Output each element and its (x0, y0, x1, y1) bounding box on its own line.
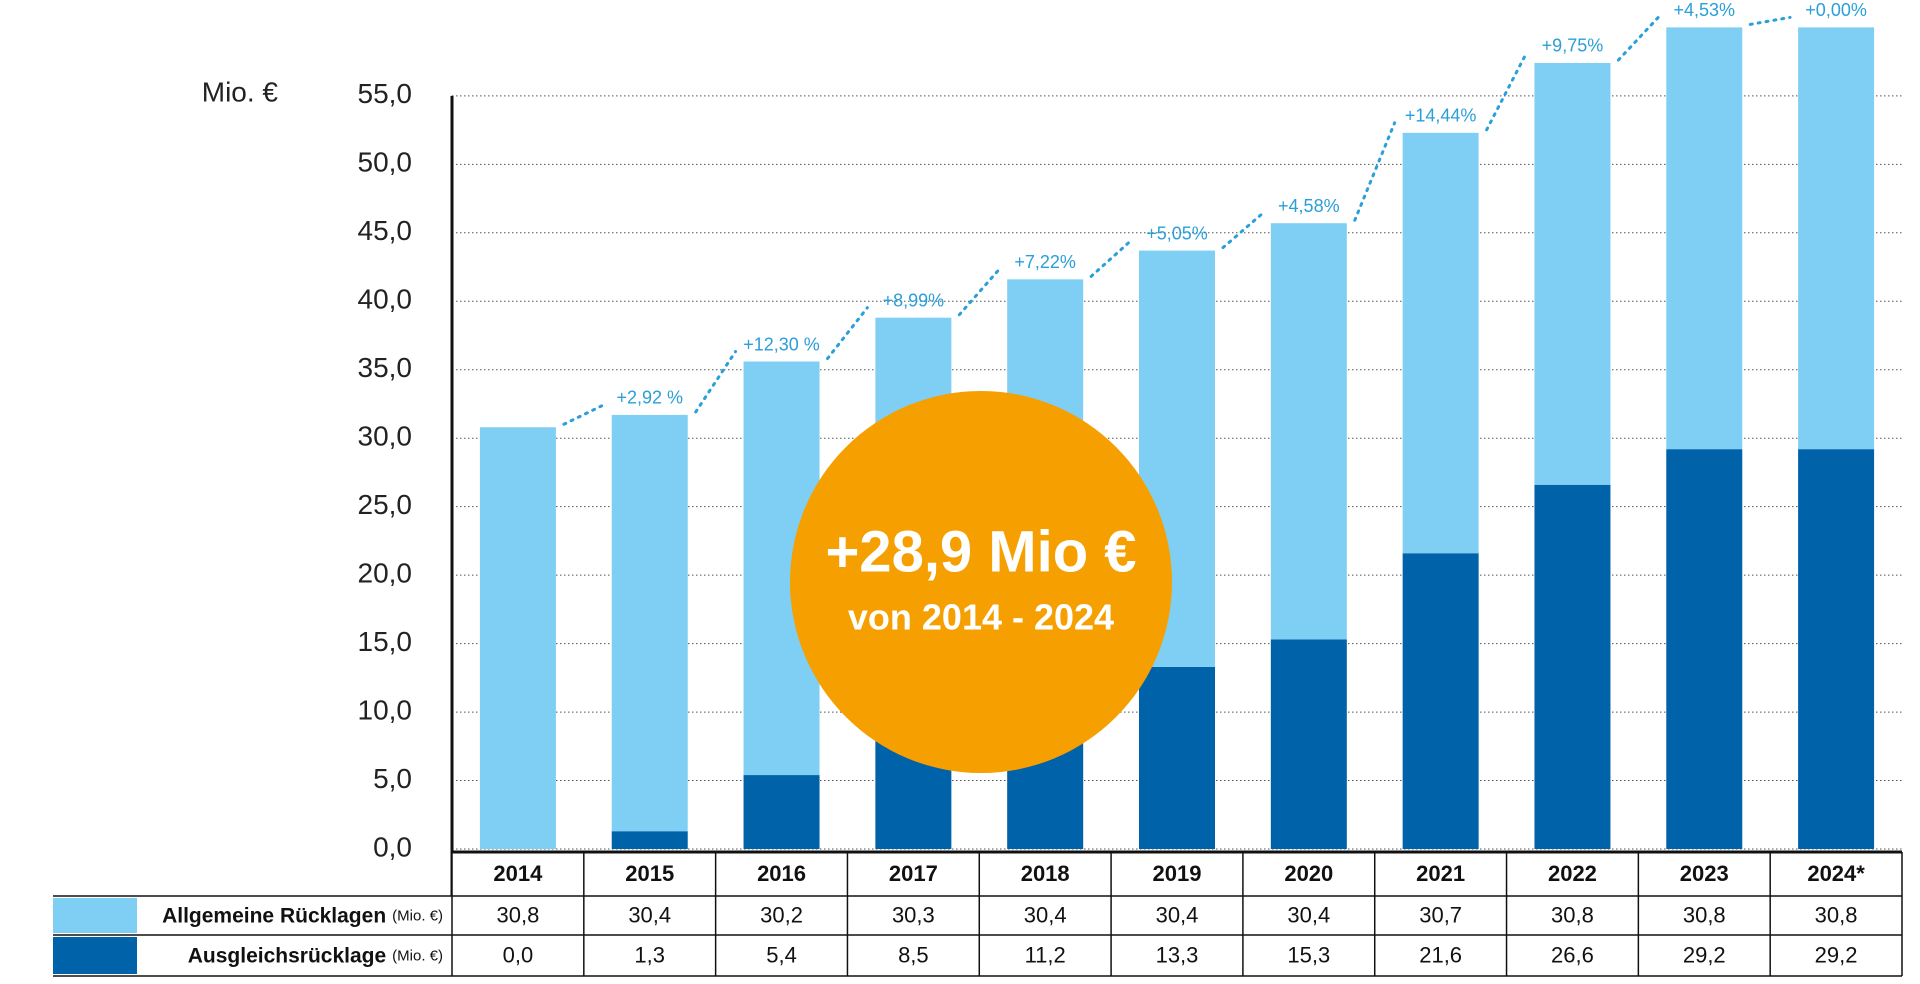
table-background (452, 852, 1902, 976)
bar-segment (611, 414, 688, 832)
table-value: 30,8 (1815, 902, 1858, 927)
y-tick-label: 35,0 (358, 352, 413, 383)
bar-segment (743, 775, 820, 849)
bar-segment (1666, 449, 1743, 849)
table-value: 30,2 (760, 902, 803, 927)
y-tick-label: 0,0 (373, 831, 412, 862)
x-tick-label: 2021 (1416, 861, 1465, 886)
y-tick-label: 55,0 (358, 78, 413, 109)
growth-connector (826, 306, 869, 361)
annotation-title: +28,9 Mio € (825, 519, 1136, 584)
y-tick-label: 40,0 (358, 284, 413, 315)
x-tick-label: 2019 (1153, 861, 1202, 886)
series-name: Ausgleichsrücklage (188, 944, 386, 967)
table-value: 30,8 (1683, 902, 1726, 927)
bar-segment (479, 427, 556, 849)
table-value: 30,4 (1024, 902, 1067, 927)
table-value: 30,8 (1551, 902, 1594, 927)
growth-label: +4,58% (1278, 196, 1340, 216)
growth-connector (1089, 239, 1133, 278)
bar-segment (1534, 484, 1611, 849)
legend-label: Allgemeine Rücklagen (Mio. €) (162, 904, 443, 927)
bar-segment (1402, 132, 1479, 554)
growth-label: +12,30 % (743, 334, 820, 354)
unit-label: (Mio. €) (392, 947, 443, 964)
table-value: 11,2 (1025, 942, 1066, 967)
legend-swatch (53, 898, 137, 933)
table-value: 13,3 (1156, 942, 1199, 967)
bar-segment (1798, 27, 1875, 450)
y-tick-label: 10,0 (358, 694, 413, 725)
table-value: 29,2 (1815, 942, 1858, 967)
table-value: 1,3 (634, 942, 665, 967)
bar-segment (611, 831, 688, 849)
x-tick-label: 2024* (1807, 861, 1865, 886)
growth-connector (562, 403, 606, 426)
growth-label: +2,92 % (616, 388, 683, 408)
y-tick-label: 50,0 (358, 147, 413, 178)
bar-segment (1534, 62, 1611, 485)
bar-segment (1139, 666, 1215, 849)
table-value: 30,4 (1287, 902, 1330, 927)
table-value: 26,6 (1551, 942, 1594, 967)
table-value: 30,8 (496, 902, 539, 927)
x-tick-label: 2020 (1284, 861, 1333, 886)
growth-label: +0,00% (1805, 0, 1867, 20)
y-tick-label: 5,0 (373, 763, 412, 794)
growth-label: +8,99% (883, 290, 945, 310)
table-value: 5,4 (766, 942, 797, 967)
y-axis-label: Mio. € (202, 76, 279, 107)
growth-connector (1353, 121, 1397, 222)
x-tick-label: 2016 (757, 861, 806, 886)
table-value: 0,0 (503, 942, 534, 967)
annotation-circle (790, 391, 1172, 773)
x-tick-label: 2018 (1021, 861, 1070, 886)
growth-connector (957, 267, 1001, 317)
y-tick-label: 25,0 (358, 489, 413, 520)
y-tick-label: 45,0 (358, 215, 413, 246)
series-name: Allgemeine Rücklagen (162, 904, 386, 927)
x-tick-label: 2017 (889, 861, 938, 886)
legend-label: Ausgleichsrücklage (Mio. €) (188, 944, 443, 967)
growth-label: +9,75% (1542, 36, 1604, 56)
growth-connector (1748, 15, 1792, 26)
bar-segment (1798, 449, 1875, 849)
legend-swatch (53, 937, 137, 974)
growth-label: +7,22% (1014, 252, 1076, 272)
table-value: 30,3 (892, 902, 935, 927)
x-tick-label: 2023 (1680, 861, 1729, 886)
bar-segment (1270, 223, 1347, 640)
growth-label: +14,44% (1405, 106, 1477, 126)
bar-segment (1666, 27, 1743, 450)
annotation-subtitle: von 2014 - 2024 (848, 597, 1114, 638)
table-value: 30,4 (1156, 902, 1199, 927)
unit-label: (Mio. €) (392, 907, 443, 924)
growth-connector (1616, 15, 1660, 62)
y-tick-label: 20,0 (358, 558, 413, 589)
growth-connector (1221, 211, 1265, 250)
table-value: 21,6 (1419, 942, 1462, 967)
x-tick-label: 2015 (625, 861, 674, 886)
table-value: 29,2 (1683, 942, 1726, 967)
table-value: 8,5 (898, 942, 929, 967)
bar-segment (1270, 639, 1347, 849)
x-tick-label: 2022 (1548, 861, 1597, 886)
x-tick-label: 2014 (493, 861, 543, 886)
table-value: 30,7 (1419, 902, 1462, 927)
table-value: 15,3 (1287, 942, 1330, 967)
y-tick-label: 15,0 (358, 626, 413, 657)
growth-label: +4,53% (1673, 0, 1735, 20)
bar-segment (1402, 553, 1479, 849)
y-tick-label: 30,0 (358, 421, 413, 452)
table-value: 30,4 (628, 902, 671, 927)
growth-connector (1485, 51, 1528, 132)
growth-label: +5,05% (1146, 223, 1208, 243)
growth-connector (694, 350, 738, 414)
